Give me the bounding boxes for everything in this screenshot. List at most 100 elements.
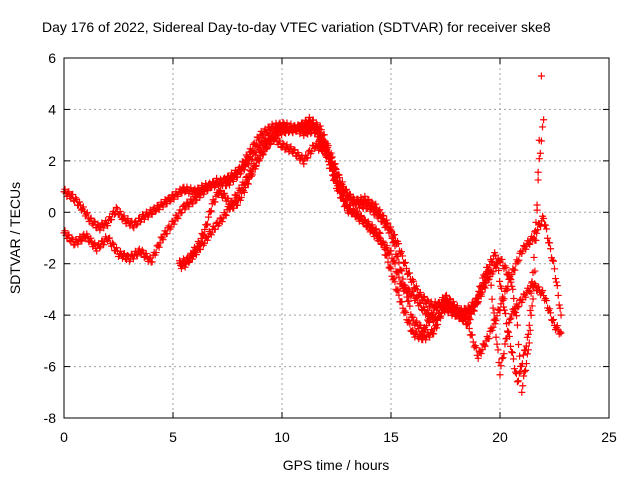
- data-point: [384, 219, 392, 227]
- data-point: [129, 222, 137, 230]
- data-point: [553, 282, 561, 290]
- data-point: [477, 292, 485, 300]
- data-point: [409, 313, 417, 321]
- data-point: [328, 164, 336, 172]
- data-point: [420, 332, 428, 340]
- data-point: [203, 236, 211, 244]
- data-point: [465, 324, 473, 332]
- data-point: [248, 171, 256, 179]
- data-point: [343, 189, 351, 197]
- data-point: [535, 155, 543, 163]
- data-point: [313, 121, 321, 129]
- data-point: [281, 146, 289, 154]
- data-point: [525, 239, 533, 247]
- data-point: [508, 349, 516, 357]
- data-point: [203, 221, 211, 229]
- data-point: [329, 171, 337, 179]
- data-point: [147, 209, 155, 217]
- data-point: [505, 328, 513, 336]
- data-point: [263, 144, 271, 152]
- data-point: [116, 247, 124, 255]
- data-point: [395, 291, 403, 299]
- data-point: [537, 72, 545, 80]
- data-point: [430, 330, 438, 338]
- data-point: [207, 184, 215, 192]
- data-point: [488, 295, 496, 303]
- data-point: [531, 267, 539, 275]
- data-point: [224, 195, 232, 203]
- data-point: [554, 291, 562, 299]
- data-point: [97, 242, 105, 250]
- data-point: [330, 161, 338, 169]
- data-point: [539, 123, 547, 131]
- data-point: [519, 382, 527, 390]
- data-point: [270, 135, 278, 143]
- data-point: [100, 224, 108, 232]
- data-point: [494, 346, 502, 354]
- data-point: [522, 360, 530, 368]
- data-point: [498, 255, 506, 263]
- data-point: [178, 189, 186, 197]
- data-point: [499, 354, 507, 362]
- data-point: [320, 131, 328, 139]
- data-point: [405, 297, 413, 305]
- data-point: [390, 274, 398, 282]
- data-point: [304, 130, 312, 138]
- data-point: [192, 247, 200, 255]
- data-point: [312, 128, 320, 136]
- data-point: [387, 247, 395, 255]
- data-point: [119, 251, 127, 259]
- data-point: [332, 166, 340, 174]
- data-point: [68, 234, 76, 242]
- data-point: [369, 199, 377, 207]
- data-point: [372, 200, 380, 208]
- data-point: [162, 199, 170, 207]
- x-tick-label: 15: [383, 429, 399, 445]
- data-point: [244, 161, 252, 169]
- data-point: [82, 210, 90, 218]
- data-point: [405, 316, 413, 324]
- data-point: [124, 215, 132, 223]
- data-point: [546, 305, 554, 313]
- data-point: [468, 331, 476, 339]
- data-point: [526, 240, 534, 248]
- data-point: [530, 253, 538, 261]
- data-point: [70, 241, 78, 249]
- data-point: [402, 265, 410, 273]
- data-point: [487, 281, 495, 289]
- data-point: [511, 305, 519, 313]
- data-point: [485, 334, 493, 342]
- data-point: [106, 234, 114, 242]
- data-point: [549, 317, 557, 325]
- data-point: [500, 295, 508, 303]
- data-point: [406, 302, 414, 310]
- data-point: [244, 180, 252, 188]
- data-point: [423, 296, 431, 304]
- data-point: [313, 127, 321, 135]
- data-point: [387, 223, 395, 231]
- data-point: [556, 304, 564, 312]
- data-point: [151, 208, 159, 216]
- data-point: [402, 309, 410, 317]
- data-point: [480, 341, 488, 349]
- data-point: [316, 122, 324, 130]
- data-points: [60, 72, 565, 396]
- data-point: [237, 193, 245, 201]
- data-point: [360, 216, 368, 224]
- data-point: [513, 312, 521, 320]
- data-point: [79, 203, 87, 211]
- data-point: [398, 280, 406, 288]
- data-point: [542, 221, 550, 229]
- data-point: [550, 316, 558, 324]
- data-point: [195, 239, 203, 247]
- data-point: [303, 121, 311, 129]
- data-point: [90, 217, 98, 225]
- data-point: [514, 377, 522, 385]
- data-point: [309, 124, 317, 132]
- data-point: [549, 256, 557, 264]
- data-point: [317, 126, 325, 134]
- data-point: [156, 239, 164, 247]
- data-point: [148, 258, 156, 266]
- data-point: [208, 183, 216, 191]
- data-point: [463, 320, 471, 328]
